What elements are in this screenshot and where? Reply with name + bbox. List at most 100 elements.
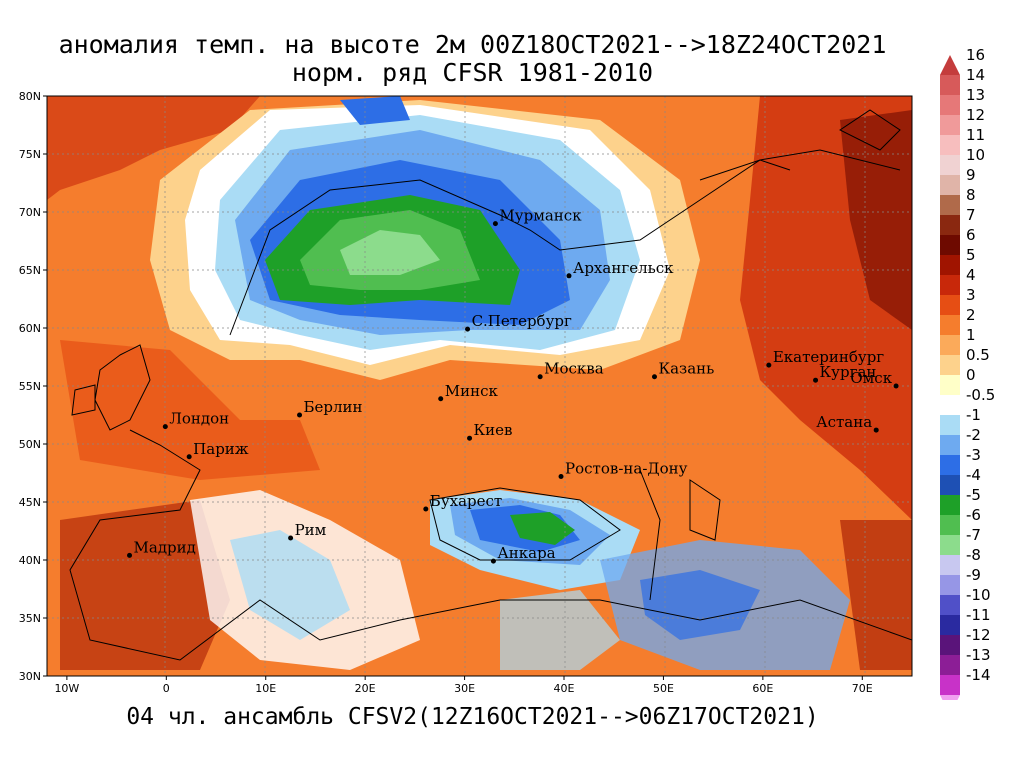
colorbar-label: -4 xyxy=(966,466,981,484)
city-marker xyxy=(438,396,444,402)
lat-tick-label: 30N xyxy=(19,670,41,683)
colorbar-label: -12 xyxy=(966,626,991,644)
city-label: Мадрид xyxy=(134,538,196,556)
colorbar-swatch xyxy=(940,235,960,255)
lon-tick-label: 70E xyxy=(852,682,873,695)
colorbar-label: 2 xyxy=(966,306,976,324)
colorbar-label: 4 xyxy=(966,266,976,284)
colorbar-label: 14 xyxy=(966,66,985,84)
city-label: Минск xyxy=(445,382,499,400)
city-label: Омск xyxy=(850,369,892,387)
colorbar-swatch xyxy=(940,135,960,155)
colorbar-label: 6 xyxy=(966,226,976,244)
anomaly-field: Мурманск Архангельск С.Петербург Москва Каза… xyxy=(47,96,912,676)
colorbar-swatch xyxy=(940,175,960,195)
colorbar-label: -6 xyxy=(966,506,981,524)
colorbar-label: 0 xyxy=(966,366,976,384)
colorbar-label: -10 xyxy=(966,586,991,604)
lat-tick-label: 65N xyxy=(19,264,41,277)
city-label: С.Петербург xyxy=(472,312,572,330)
colorbar-swatch xyxy=(940,655,960,675)
city-markers: Мурманск Архангельск С.Петербург Москва Каза… xyxy=(127,207,899,564)
colorbar-label: -2 xyxy=(966,426,981,444)
lon-tick-label: 60E xyxy=(752,682,773,695)
lat-tick-label: 70N xyxy=(19,206,41,219)
colorbar-swatch xyxy=(940,255,960,275)
lat-tick-label: 80N xyxy=(19,90,41,103)
colorbar-swatch xyxy=(940,375,960,395)
colorbar-label: -9 xyxy=(966,566,981,584)
colorbar-swatch xyxy=(940,455,960,475)
city-marker xyxy=(465,326,471,332)
colorbar-swatch xyxy=(940,535,960,555)
colorbar-swatch xyxy=(940,475,960,495)
lat-tick-label: 60N xyxy=(19,322,41,335)
colorbar-swatch xyxy=(940,575,960,595)
city-label: Казань xyxy=(658,360,714,378)
colorbar-label: 10 xyxy=(966,146,985,164)
map-title-line2: норм. ряд CFSR 1981-2010 xyxy=(291,58,654,87)
city-marker xyxy=(766,362,772,368)
lon-tick-label: 40E xyxy=(554,682,575,695)
colorbar-swatch xyxy=(940,335,960,355)
lon-tick-label: 10W xyxy=(54,682,79,695)
colorbar-label: 3 xyxy=(966,286,976,304)
lon-tick-label: 0 xyxy=(163,682,170,695)
colorbar-swatch xyxy=(940,515,960,535)
city-marker xyxy=(467,435,473,441)
city-label: Екатеринбург xyxy=(773,348,884,366)
city-label: Ростов-на-Дону xyxy=(565,459,688,477)
city-marker xyxy=(566,273,572,279)
colorbar-label: -5 xyxy=(966,486,981,504)
latitude-axis: 30N 35N 40N 45N 50N 55N 60N 65N 70N 75N 80N xyxy=(19,90,47,683)
lat-tick-label: 35N xyxy=(19,612,41,625)
colorbar-label: 11 xyxy=(966,126,985,144)
colorbar-label: -14 xyxy=(966,666,991,684)
colorbar-label: 13 xyxy=(966,86,985,104)
colorbar-swatch xyxy=(940,315,960,335)
city-marker xyxy=(893,383,899,389)
colorbar-swatch xyxy=(940,555,960,575)
city-marker xyxy=(537,374,543,380)
city-label: Париж xyxy=(193,440,249,458)
colorbar-label: -0.5 xyxy=(966,386,995,404)
lat-tick-label: 50N xyxy=(19,438,41,451)
colorbar-label: 12 xyxy=(966,106,985,124)
colorbar-label: -11 xyxy=(966,606,991,624)
colorbar-swatch xyxy=(940,215,960,235)
city-label: Киев xyxy=(474,421,513,439)
colorbar-swatch xyxy=(940,415,960,435)
colorbar-swatch xyxy=(940,675,960,695)
city-label: Астана xyxy=(816,413,872,431)
colorbar-swatch xyxy=(940,635,960,655)
colorbar-label: -7 xyxy=(966,526,981,544)
colorbar-label: 8 xyxy=(966,186,976,204)
colorbar-swatch xyxy=(940,495,960,515)
city-marker xyxy=(162,424,168,430)
colorbar-swatch xyxy=(940,155,960,175)
colorbar-label: 1 xyxy=(966,326,976,344)
coastlines xyxy=(69,109,912,661)
lat-tick-label: 45N xyxy=(19,496,41,509)
colorbar-swatch xyxy=(940,115,960,135)
city-label: Лондон xyxy=(169,410,229,428)
city-marker xyxy=(297,412,303,418)
colorbar-label: 7 xyxy=(966,206,976,224)
city-marker xyxy=(423,506,429,512)
city-label: Рим xyxy=(295,521,327,539)
colorbar-label: -3 xyxy=(966,446,981,464)
lat-tick-label: 40N xyxy=(19,554,41,567)
lat-tick-label: 75N xyxy=(19,148,41,161)
colorbar-label: 16 xyxy=(966,46,985,64)
city-marker xyxy=(492,221,498,227)
colorbar-swatch xyxy=(940,695,960,700)
colorbar-swatch xyxy=(940,595,960,615)
colorbar-swatch xyxy=(940,55,960,75)
colorbar-swatch xyxy=(940,195,960,215)
city-label: Бухарест xyxy=(430,492,502,510)
colorbar-label: -1 xyxy=(966,406,981,424)
city-marker xyxy=(288,535,294,541)
colorbar-swatch xyxy=(940,355,960,375)
colorbar-swatch xyxy=(940,75,960,95)
city-label: Берлин xyxy=(304,398,363,416)
